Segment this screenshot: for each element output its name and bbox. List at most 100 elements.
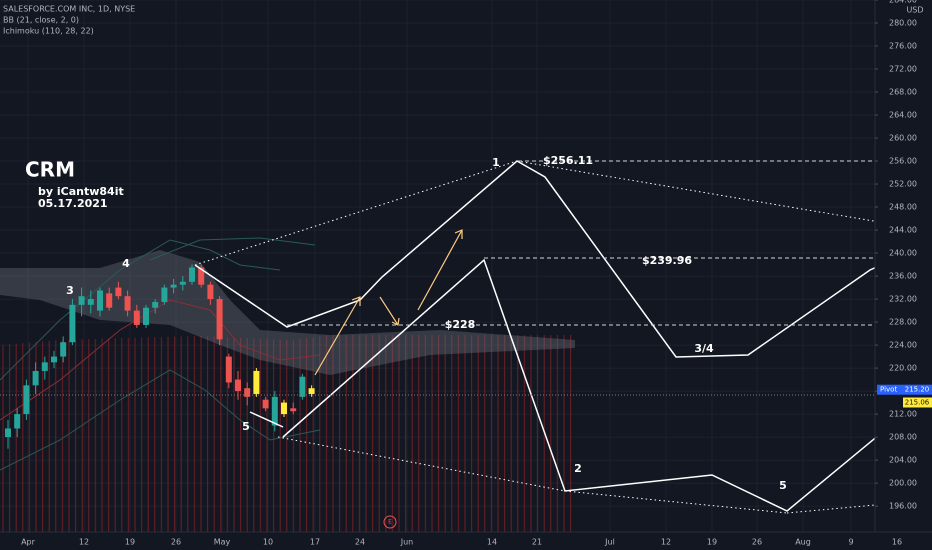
drawings — [194, 160, 898, 512]
candle-body — [78, 296, 85, 305]
candle-body — [299, 376, 306, 397]
candle-body — [152, 301, 159, 308]
annotation: $228 — [445, 318, 476, 331]
annotation: 3 — [66, 284, 74, 297]
x-tick-label: 12 — [661, 538, 671, 547]
candle-body — [161, 287, 168, 302]
x-tick-label: 24 — [355, 538, 365, 547]
trendline — [277, 436, 566, 492]
x-tick-label: 17 — [310, 538, 320, 547]
arrow — [417, 229, 463, 311]
candle-body — [207, 284, 214, 300]
annotation: 4 — [122, 257, 130, 270]
x-tick-label: Aug — [795, 538, 811, 547]
candle-body — [133, 310, 140, 325]
chart-title: CRM — [25, 158, 75, 182]
annotation: 5 — [242, 420, 250, 433]
arrow — [314, 296, 361, 376]
x-tick-label: 19 — [125, 538, 135, 547]
x-tick-label: Jun — [400, 538, 414, 547]
candle-body — [51, 356, 57, 363]
arrows — [314, 229, 463, 376]
y-tick-label: 224.00 — [889, 341, 917, 350]
wave-line — [194, 160, 898, 358]
annotation: $239.96 — [642, 254, 692, 267]
bb-upper-2 — [149, 237, 316, 261]
candle-body — [69, 304, 76, 343]
y-tick-label: 232.00 — [889, 295, 917, 304]
price-tag-label: Pivot — [880, 386, 897, 394]
x-tick-label: 26 — [171, 538, 181, 547]
annotation: 5 — [779, 479, 787, 492]
candle-body — [244, 388, 251, 397]
arrow — [379, 296, 400, 326]
y-tick-label: 196.00 — [889, 502, 917, 511]
header-symbol: SALESFORCE.COM INC, 1D, NYSE — [3, 5, 135, 14]
level-lines — [0, 160, 897, 396]
y-tick-label: 208.00 — [889, 433, 917, 442]
ichimoku-cloud — [0, 250, 575, 375]
candle-body — [271, 396, 278, 426]
wave-line — [249, 411, 284, 428]
candle-body — [115, 287, 122, 297]
x-tick-label: 10 — [263, 538, 273, 547]
price-tag-value: 215.06 — [905, 398, 930, 406]
candle-body — [253, 370, 260, 394]
annotation: $256.11 — [543, 154, 593, 167]
bb-basis — [0, 299, 321, 421]
header-indicator: BB (21, close, 2, 0) — [3, 16, 79, 25]
candle-body — [290, 408, 297, 412]
y-tick-label: 240.00 — [889, 249, 917, 258]
y-tick-label: 236.00 — [889, 272, 917, 281]
annotation: 3/4 — [694, 342, 714, 355]
y-tick-label: 280.00 — [889, 19, 917, 28]
candle-body — [225, 356, 232, 383]
x-tick-label: 19 — [707, 538, 717, 547]
x-tick-label: Apr — [21, 538, 36, 547]
candle-body — [235, 379, 241, 392]
y-tick-label: 276.00 — [889, 42, 917, 51]
annotation: 1 — [492, 156, 500, 169]
y-tick-label: 284.00 — [889, 0, 917, 5]
candle-body — [308, 388, 315, 394]
candle-body — [189, 267, 195, 282]
y-tick-label: 212.00 — [889, 410, 917, 419]
earnings-icon[interactable] — [383, 515, 397, 529]
x-tick-label: 21 — [532, 538, 542, 547]
y-tick-label: 268.00 — [889, 88, 917, 97]
y-tick-label: 204.00 — [889, 456, 917, 465]
candle-body — [14, 414, 21, 429]
x-tick-label: 14 — [487, 538, 497, 547]
x-tick-label: May — [214, 538, 231, 547]
candle-body — [23, 385, 30, 415]
x-tick-label: 26 — [752, 538, 762, 547]
trendline — [516, 160, 898, 226]
annotation: 2 — [574, 462, 582, 475]
candle-body — [179, 281, 186, 285]
y-tick-label: 260.00 — [889, 134, 917, 143]
candle-body — [198, 267, 205, 285]
y-tick-label: 248.00 — [889, 203, 917, 212]
trendline — [564, 490, 788, 514]
candle-body — [216, 299, 223, 340]
price-tag — [877, 384, 932, 395]
y-tick-label: 252.00 — [889, 180, 917, 189]
candle-body — [5, 428, 11, 438]
candle-body — [87, 299, 94, 305]
y-tick-label: 272.00 — [889, 65, 917, 74]
candle-body — [143, 307, 149, 325]
candle-body — [170, 284, 177, 288]
wave-line — [282, 258, 898, 512]
x-tick-label: 16 — [892, 538, 902, 547]
candle-body — [97, 290, 103, 311]
dotted-trendlines — [194, 160, 898, 514]
y-tick-label: 264.00 — [889, 111, 917, 120]
candle-body — [281, 402, 287, 415]
price-axis — [875, 0, 932, 550]
y-tick-label: 200.00 — [889, 479, 917, 488]
subtitle: by iCantw84it — [38, 185, 124, 198]
x-tick-label: Jul — [604, 538, 615, 547]
candle-body — [32, 370, 39, 386]
candle-body — [60, 342, 67, 357]
